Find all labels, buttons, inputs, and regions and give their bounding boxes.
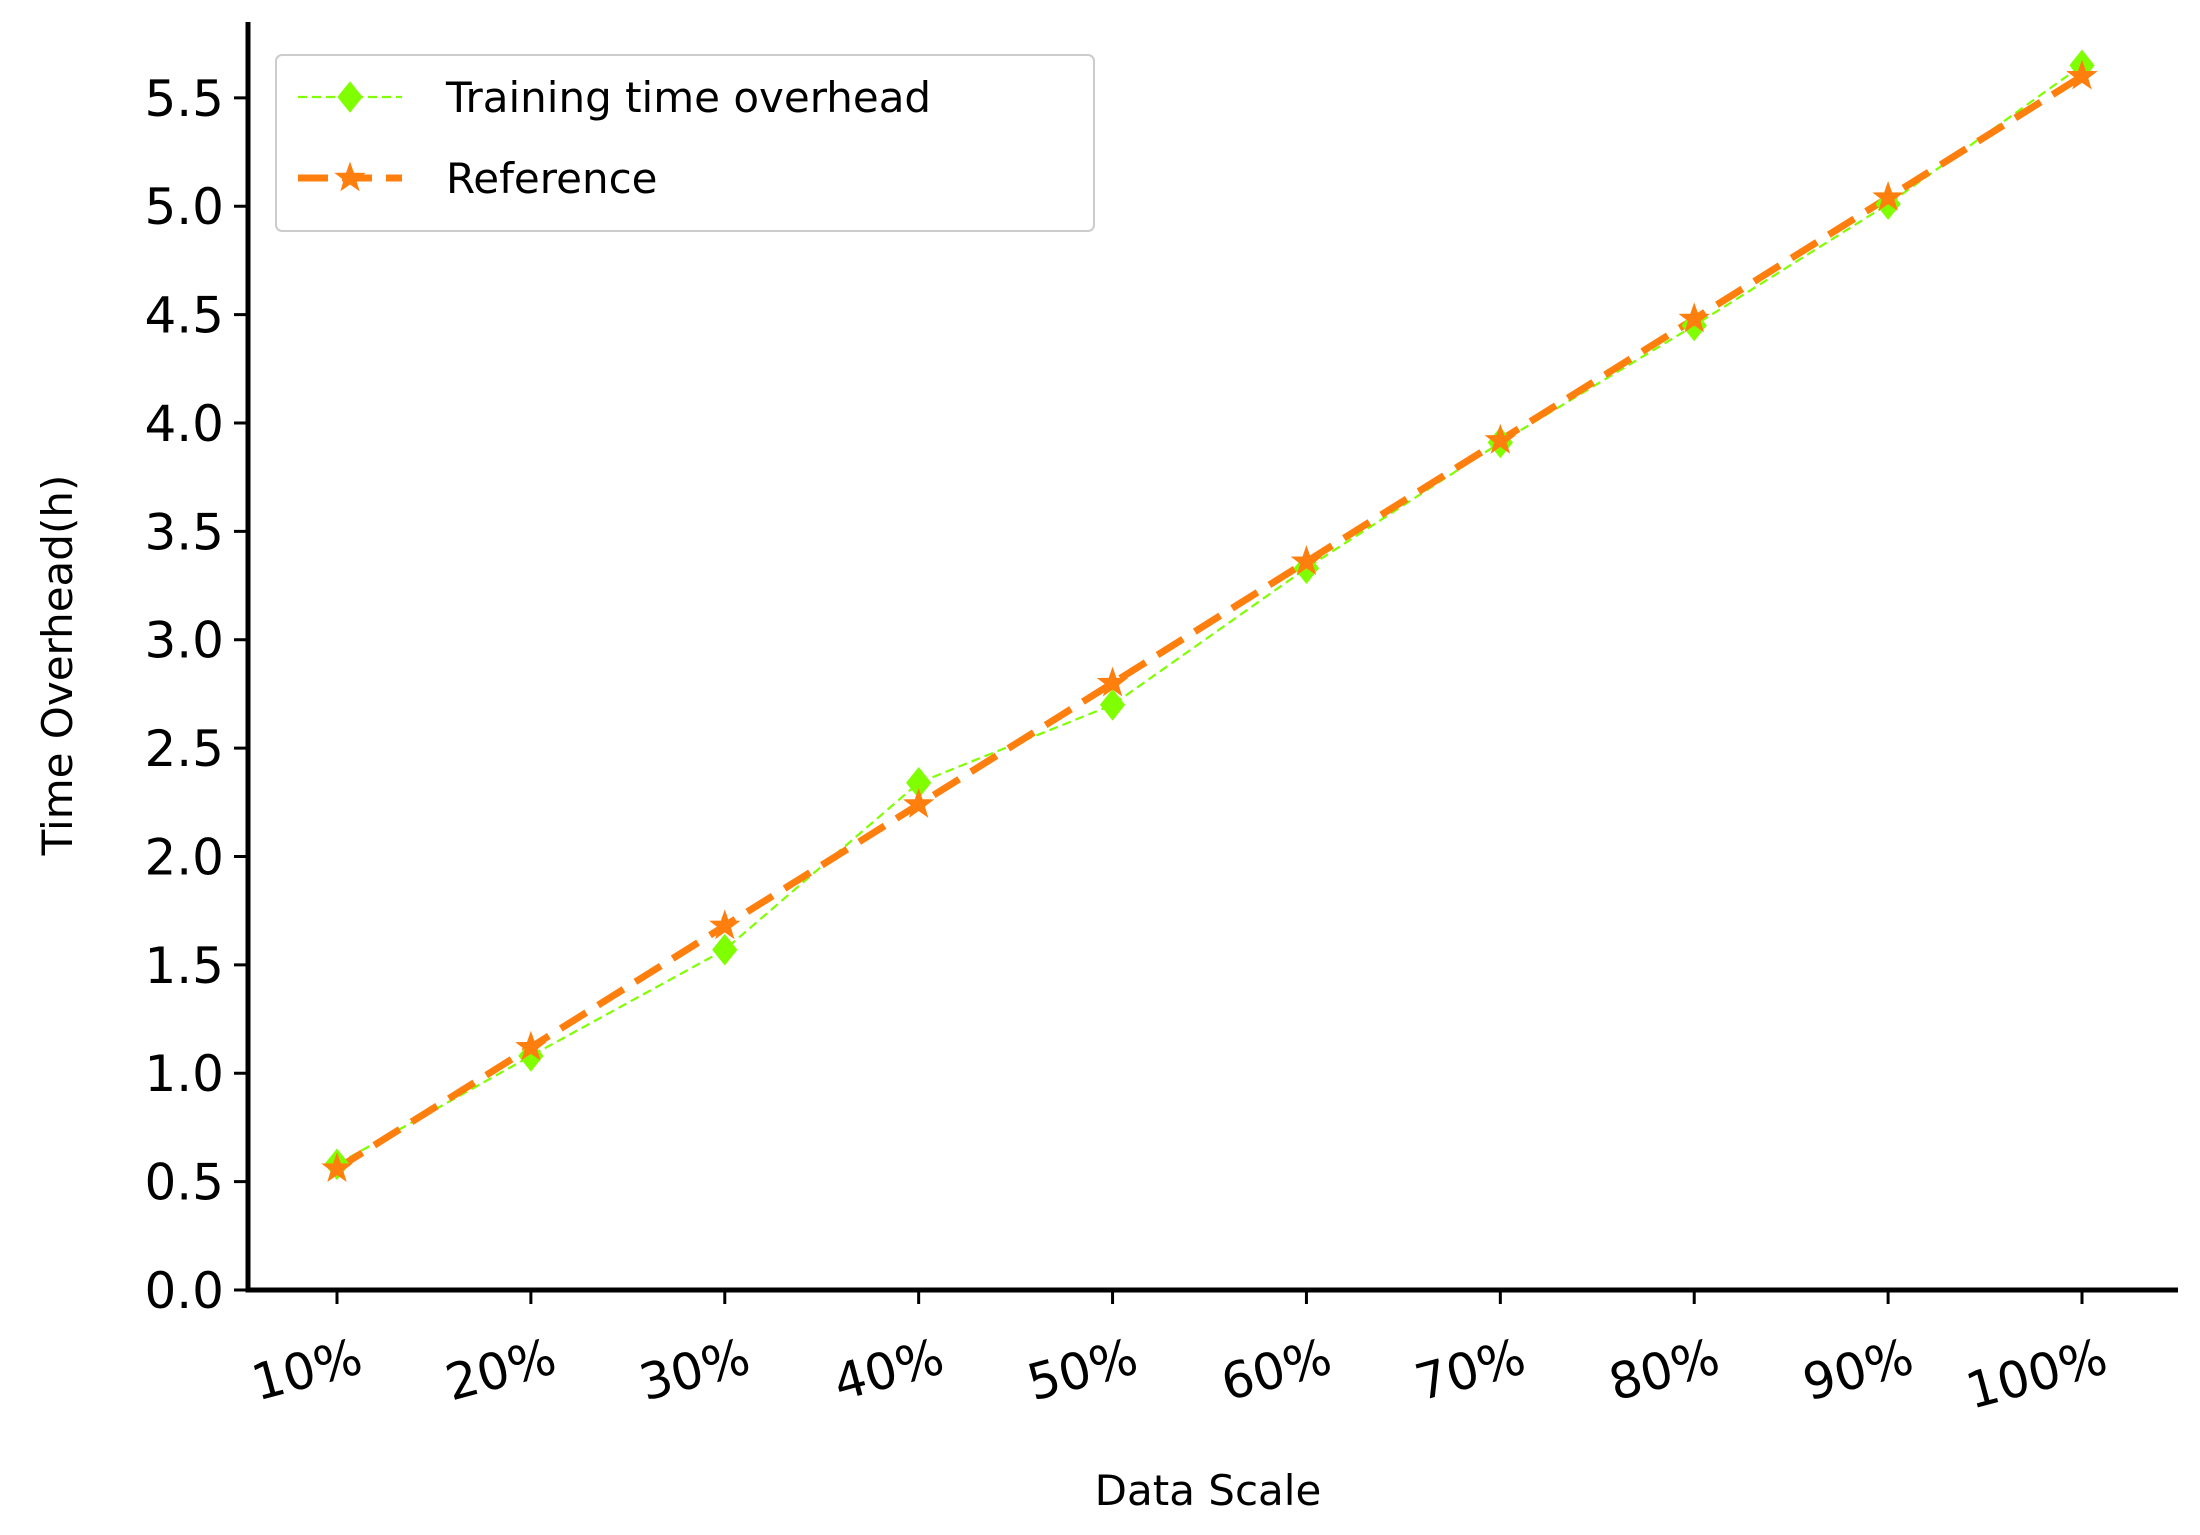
x-tick-label: 80% [1603, 1328, 1725, 1413]
data-point [712, 933, 738, 966]
y-tick-label: 5.5 [144, 70, 224, 128]
series-1-points [321, 59, 2098, 1182]
y-tick-label: 1.5 [144, 937, 224, 995]
series-line [335, 73, 2084, 1172]
star-marker-icon [334, 161, 366, 192]
axes [245, 22, 2178, 1293]
series-layer [321, 49, 2098, 1182]
y-tick-label: 2.5 [144, 720, 224, 778]
y-tick-label: 3.0 [144, 612, 224, 670]
data-point [321, 1152, 353, 1182]
data-point [1872, 181, 1904, 211]
y-tick-label: 5.0 [144, 178, 224, 236]
series-0-line-group [336, 64, 2083, 1166]
x-tick-label: 30% [634, 1328, 756, 1413]
y-tick-label: 3.5 [144, 503, 224, 561]
x-tick-label: 10% [246, 1328, 368, 1413]
y-tick-label: 2.0 [144, 828, 224, 886]
diamond-marker-icon [337, 81, 363, 113]
legend: Training time overhead Reference [275, 54, 1095, 232]
data-point [1678, 302, 1710, 333]
data-point [2066, 59, 2098, 90]
y-tick-label: 0.0 [144, 1262, 224, 1320]
y-tick-label: 0.5 [144, 1154, 224, 1212]
series-line [336, 64, 2083, 1166]
data-point [902, 787, 935, 818]
y-tick-label: 1.0 [144, 1045, 224, 1103]
data-point [1484, 423, 1517, 454]
legend-label: Training time overhead [445, 73, 931, 122]
y-tick-label: 4.0 [144, 395, 224, 453]
data-point [1099, 688, 1126, 721]
data-point [1096, 666, 1129, 697]
data-point [1290, 545, 1323, 576]
x-axis-label: Data Scale [1095, 1466, 1322, 1515]
x-tick-label: 70% [1409, 1328, 1531, 1413]
x-axis-ticks: 10% 20% 30% 40% 50% 60% 70% 80% 90% 100% [246, 1290, 2113, 1421]
y-axis-ticks: 0.0 0.5 1.0 1.5 2.0 2.5 3.0 3.5 4.0 4.5 5.0 5.5 [144, 70, 248, 1320]
x-tick-label: 100% [1960, 1328, 2113, 1421]
x-tick-label: 20% [440, 1328, 562, 1413]
data-point [709, 909, 741, 940]
legend-box [275, 54, 1095, 232]
x-tick-label: 60% [1215, 1328, 1337, 1413]
x-tick-label: 90% [1797, 1328, 1919, 1413]
legend-label: Reference [446, 154, 658, 203]
y-tick-label: 4.5 [144, 287, 224, 345]
y-axis-label: Time Overhead(h) [33, 475, 82, 857]
x-tick-label: 50% [1021, 1328, 1143, 1413]
data-point [515, 1030, 547, 1061]
series-1-line-group [335, 73, 2084, 1172]
x-tick-label: 40% [827, 1328, 949, 1413]
